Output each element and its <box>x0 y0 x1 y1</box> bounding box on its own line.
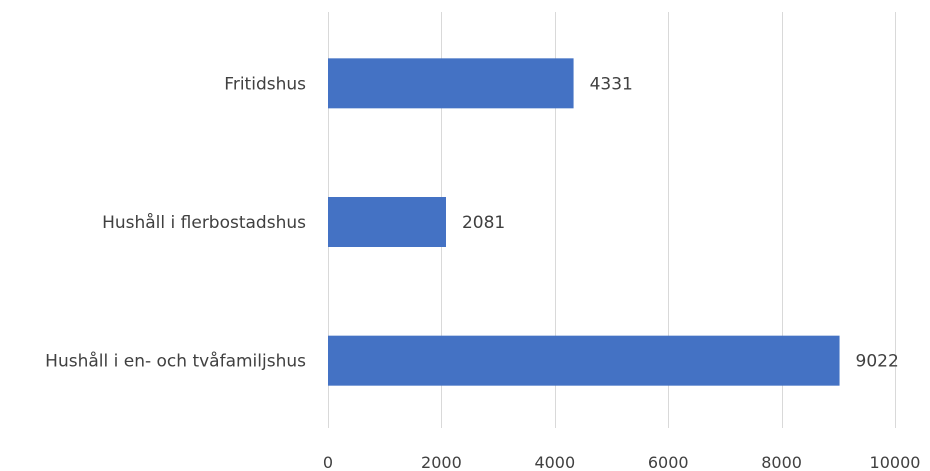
bar-3 <box>328 335 840 386</box>
x-tick-label: 10000 <box>870 453 921 471</box>
x-tick-label: 0 <box>323 453 333 471</box>
data-labels: 4331 2081 9022 <box>462 74 899 371</box>
bar-1 <box>328 58 574 109</box>
bars <box>328 58 840 386</box>
category-label: Hushåll i flerbostadshus <box>102 212 306 233</box>
x-tick-label: 2000 <box>421 453 462 471</box>
x-tick-label: 6000 <box>648 453 689 471</box>
bar-2 <box>328 197 446 247</box>
data-label: 9022 <box>856 352 899 372</box>
x-tick-labels: 0 2000 4000 6000 8000 10000 <box>323 453 921 471</box>
x-tick-label: 8000 <box>761 453 802 471</box>
category-labels: Fritidshus Hushåll i flerbostadshus Hushål… <box>45 74 306 371</box>
x-tick-label: 4000 <box>534 453 575 471</box>
category-label: Fritidshus <box>224 74 306 94</box>
data-label: 4331 <box>590 74 633 94</box>
data-label: 2081 <box>462 213 505 233</box>
category-label: Hushåll i en- och tvåfamiljshus <box>45 351 306 372</box>
